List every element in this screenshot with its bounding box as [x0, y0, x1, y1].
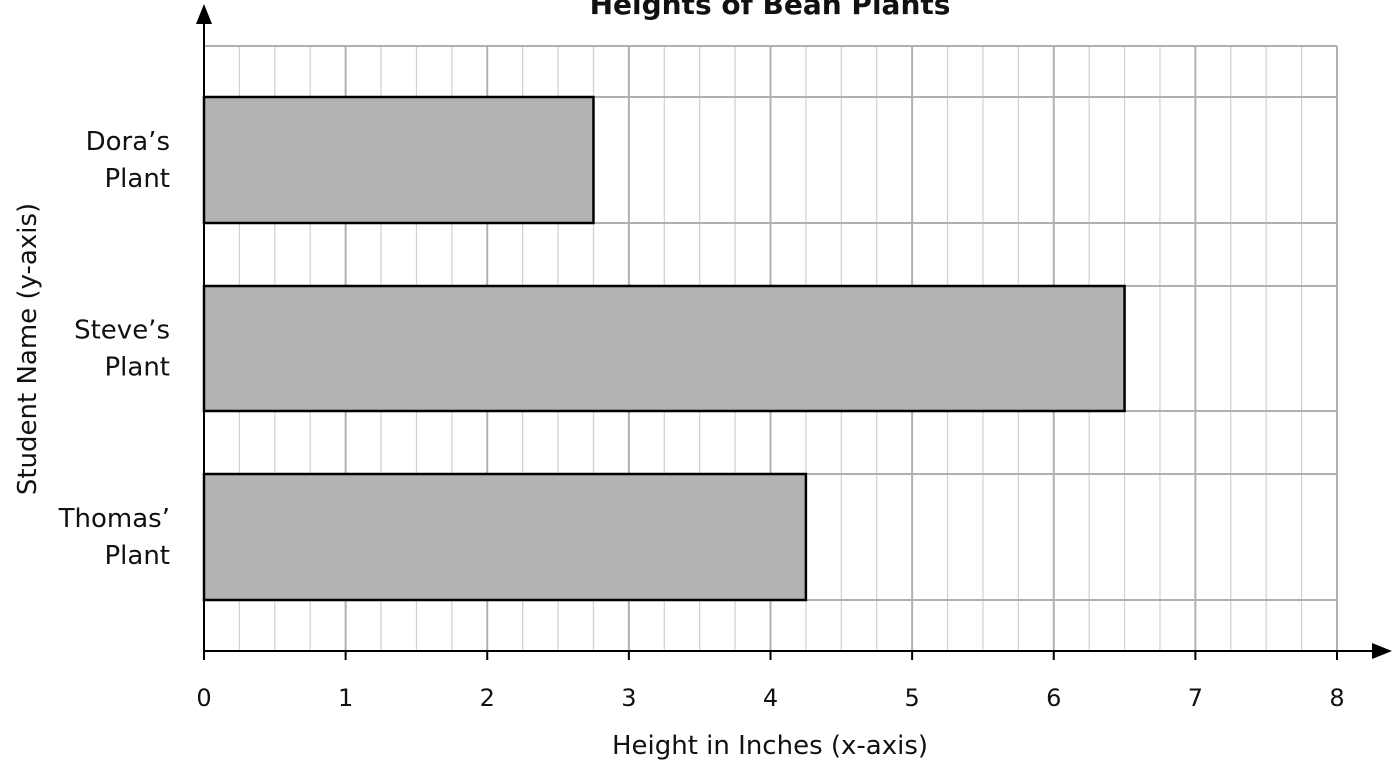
x-tick-label: 5 [904, 684, 919, 712]
category-label: Plant [104, 164, 170, 194]
chart-title: Heights of Bean Plants [590, 0, 951, 21]
x-tick-label: 4 [763, 684, 778, 712]
category-label: Plant [104, 541, 170, 571]
x-tick-label: 1 [338, 684, 353, 712]
category-labels: Dora’s Plant Steve’s Plant Thomas’ Plant [58, 127, 170, 571]
x-tick-label: 0 [196, 684, 211, 712]
x-axis-title: Height in Inches (x-axis) [612, 731, 928, 761]
x-tick-labels: 0 1 2 3 4 5 6 7 8 [196, 651, 1345, 712]
category-label: Dora’s [86, 127, 170, 157]
x-tick-label: 8 [1329, 684, 1344, 712]
bar [202, 284, 1126, 413]
y-axis-title: Student Name (y-axis) [13, 203, 43, 495]
axes [196, 4, 1392, 659]
x-tick-label: 3 [621, 684, 636, 712]
x-tick-label: 6 [1046, 684, 1061, 712]
x-tick-label: 7 [1188, 684, 1203, 712]
category-label: Thomas’ [58, 504, 170, 534]
category-label: Steve’s [74, 316, 170, 346]
bar [202, 472, 808, 602]
y-axis-arrow-icon [196, 4, 212, 24]
x-tick-label: 2 [480, 684, 495, 712]
x-axis-arrow-icon [1372, 643, 1392, 659]
bar [202, 95, 595, 225]
bars [202, 95, 1126, 602]
category-label: Plant [104, 353, 170, 383]
